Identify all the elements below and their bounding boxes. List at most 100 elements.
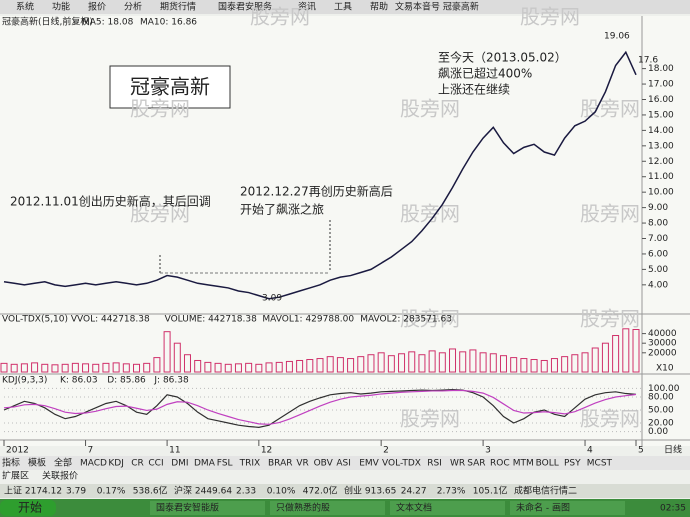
kdj-line <box>3 389 637 425</box>
annotation: 2012.12.27再创历史新高后 <box>240 184 393 199</box>
volume-bar <box>265 362 273 373</box>
extension-tab[interactable]: 关联报价 <box>42 470 78 482</box>
annotation: 上涨还在继续 <box>438 82 510 97</box>
start-button[interactable] <box>0 500 56 516</box>
x-tick-label: 5 <box>638 446 644 456</box>
task-item[interactable] <box>510 501 625 515</box>
menu-item[interactable]: 系统 <box>16 1 34 13</box>
indicator-tab[interactable]: RSI <box>427 459 442 469</box>
volume-bar <box>0 362 8 373</box>
label-box <box>109 65 231 109</box>
kdj-header: D: 85.86 <box>107 376 146 386</box>
period-label: 日线 <box>664 444 682 456</box>
watermark: 股旁网 <box>130 97 190 121</box>
indicator-tab[interactable]: OBV <box>314 459 334 469</box>
volume-bar <box>163 331 171 373</box>
menu-item[interactable]: 报价 <box>88 1 106 13</box>
volume-bar <box>591 347 599 373</box>
volume-bar <box>347 358 355 373</box>
indicator-tab[interactable]: BRAR <box>268 459 292 469</box>
indicator-tab[interactable]: FSL <box>217 459 233 469</box>
task-item[interactable] <box>150 501 265 515</box>
clock: 02:35 <box>660 504 686 514</box>
volume-bar <box>408 351 416 373</box>
volume-bar <box>540 359 548 373</box>
task-item[interactable] <box>270 501 385 515</box>
indicator-tab[interactable]: 指标 <box>2 457 20 469</box>
indicator-tab[interactable]: KDJ <box>108 459 124 469</box>
volume-bar <box>561 356 569 373</box>
volume-bar <box>377 352 385 373</box>
volume-bar <box>632 328 640 373</box>
indicator-tab[interactable]: VR <box>296 459 308 469</box>
volume-bar <box>357 356 365 373</box>
volume-bar <box>367 354 375 373</box>
volume-bar <box>316 358 324 373</box>
menu-item[interactable]: 工具 <box>334 2 352 13</box>
indicator-tab[interactable]: MCST <box>587 459 613 469</box>
volume-bar <box>51 364 59 373</box>
chart-area <box>0 16 690 446</box>
status-item: 3.79 <box>66 487 86 497</box>
volume-bar <box>601 342 609 373</box>
indicator-tab[interactable]: ROC <box>490 459 510 469</box>
indicator-tab[interactable]: TRIX <box>239 459 261 469</box>
menu-item[interactable]: 资讯 <box>298 2 316 13</box>
indicator-tab[interactable]: DMA <box>194 459 216 469</box>
menu-item[interactable]: 分析 <box>124 1 142 13</box>
indicator-tab[interactable]: CCI <box>148 459 163 469</box>
indicator-tab[interactable]: VOL-TDX <box>382 459 421 469</box>
x-tick-label: 4 <box>587 446 593 456</box>
volume-bar <box>489 353 497 373</box>
volume-bar <box>326 356 334 373</box>
volume-bar <box>214 362 222 373</box>
volume-bar <box>510 357 518 373</box>
indicator-tab[interactable]: BOLL <box>536 459 559 469</box>
task-item[interactable] <box>390 501 505 515</box>
status-item: 0.10% <box>267 487 296 497</box>
status-item: 成都电信行情二 <box>514 485 577 497</box>
indicator-tab[interactable]: DMI <box>171 459 188 469</box>
indicator-tab[interactable]: EMV <box>359 459 379 469</box>
task-label: 国泰君安智能版 <box>156 502 219 514</box>
indicator-tab[interactable]: CR <box>131 459 144 469</box>
menu-item[interactable]: 期货行情 <box>160 1 196 13</box>
indicator-tab[interactable]: WR <box>450 459 465 469</box>
volume-bar <box>71 362 79 373</box>
annotation: 飙涨已超过400% <box>438 66 532 81</box>
x-tick-label: 12 <box>261 446 272 456</box>
y-tick-label: 18.00 <box>648 64 674 74</box>
start-label: 开始 <box>18 501 42 515</box>
volume-bar <box>133 363 141 373</box>
status-item: 105.1亿 <box>473 485 508 497</box>
volume-bar <box>387 355 395 373</box>
indicator-tab[interactable]: SAR <box>467 459 485 469</box>
watermark: 股旁网 <box>400 97 460 121</box>
indicator-tab[interactable]: 全部 <box>54 457 72 469</box>
watermark: 股旁网 <box>520 5 580 29</box>
indicator-tab[interactable]: MTM <box>513 459 534 469</box>
last-label: 17.6 <box>638 56 658 66</box>
high-label: 19.06 <box>604 32 630 42</box>
indicator-tab[interactable]: MACD <box>80 459 107 469</box>
annotation: 至今天（2013.05.02） <box>438 50 567 65</box>
task-label: 只做熟悉的股 <box>276 502 330 514</box>
y-tick-label: 20000 <box>648 348 677 358</box>
menu-item[interactable]: 国泰君安服务 <box>218 1 272 13</box>
extension-tab[interactable]: 扩展区 <box>2 470 29 482</box>
volume-bar <box>275 361 283 373</box>
y-tick-label: 100.00 <box>648 384 680 394</box>
indicator-tab[interactable]: PSY <box>564 459 581 469</box>
volume-bar <box>183 354 191 373</box>
x-tick-label: 7 <box>88 446 94 456</box>
volume-bar <box>418 354 426 373</box>
volume-header: MAVOL2: 283571.63 <box>360 315 452 325</box>
indicator-tab[interactable]: 模板 <box>28 457 46 469</box>
watermark: 股旁网 <box>580 307 640 331</box>
indicator-tab[interactable]: ASI <box>336 459 351 469</box>
tab-bar <box>0 456 690 470</box>
volume-bar <box>581 352 589 373</box>
menu-item[interactable]: 帮助 <box>370 1 388 13</box>
menu-item[interactable]: 功能 <box>52 1 70 13</box>
volume-bar <box>285 360 293 373</box>
